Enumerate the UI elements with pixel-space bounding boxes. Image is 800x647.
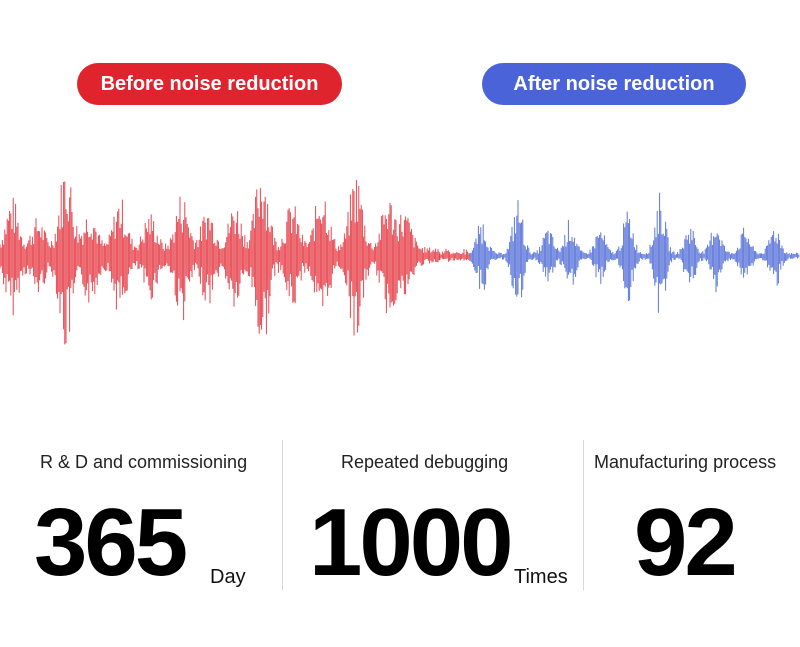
stat-label-debugging: Repeated debugging bbox=[341, 452, 509, 472]
stat-value-rd: 365 bbox=[34, 489, 188, 596]
stat-label-manufacturing: Manufacturing process bbox=[594, 452, 777, 472]
stat-unit-debugging: Times bbox=[514, 566, 568, 588]
before-badge-label: Before noise reduction bbox=[100, 72, 319, 95]
waveform-after bbox=[469, 192, 800, 313]
after-badge-label: After noise reduction bbox=[513, 72, 715, 95]
stat-value-debugging: 1000 bbox=[309, 489, 514, 596]
stat-divider bbox=[583, 440, 584, 590]
audio-waveform bbox=[0, 180, 800, 345]
stat-unit-rd: Day bbox=[210, 566, 246, 588]
stat-label-rd: R & D and commissioning bbox=[40, 452, 248, 472]
after-noise-reduction-badge: After noise reduction bbox=[482, 63, 746, 105]
before-noise-reduction-badge: Before noise reduction bbox=[77, 63, 342, 105]
waveform-before bbox=[0, 180, 471, 345]
stat-divider bbox=[282, 440, 283, 590]
stat-value-manufacturing: 92 bbox=[634, 489, 738, 596]
